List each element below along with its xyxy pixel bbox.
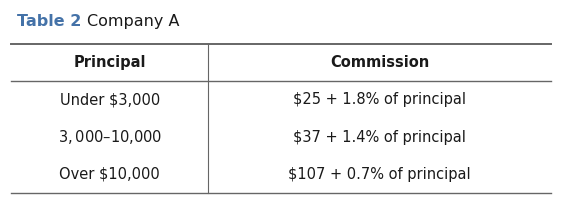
Text: Principal: Principal (74, 55, 146, 70)
Text: Table 2: Table 2 (17, 14, 81, 29)
Text: $37 + 1.4% of principal: $37 + 1.4% of principal (293, 130, 466, 144)
Text: $3,000–$10,000: $3,000–$10,000 (57, 128, 162, 146)
Text: Under $3,000: Under $3,000 (60, 92, 160, 107)
Text: $25 + 1.8% of principal: $25 + 1.8% of principal (293, 92, 466, 107)
Text: Company A: Company A (87, 14, 180, 29)
Text: $107 + 0.7% of principal: $107 + 0.7% of principal (288, 167, 471, 182)
Text: Commission: Commission (330, 55, 429, 70)
Text: Over $10,000: Over $10,000 (60, 167, 160, 182)
